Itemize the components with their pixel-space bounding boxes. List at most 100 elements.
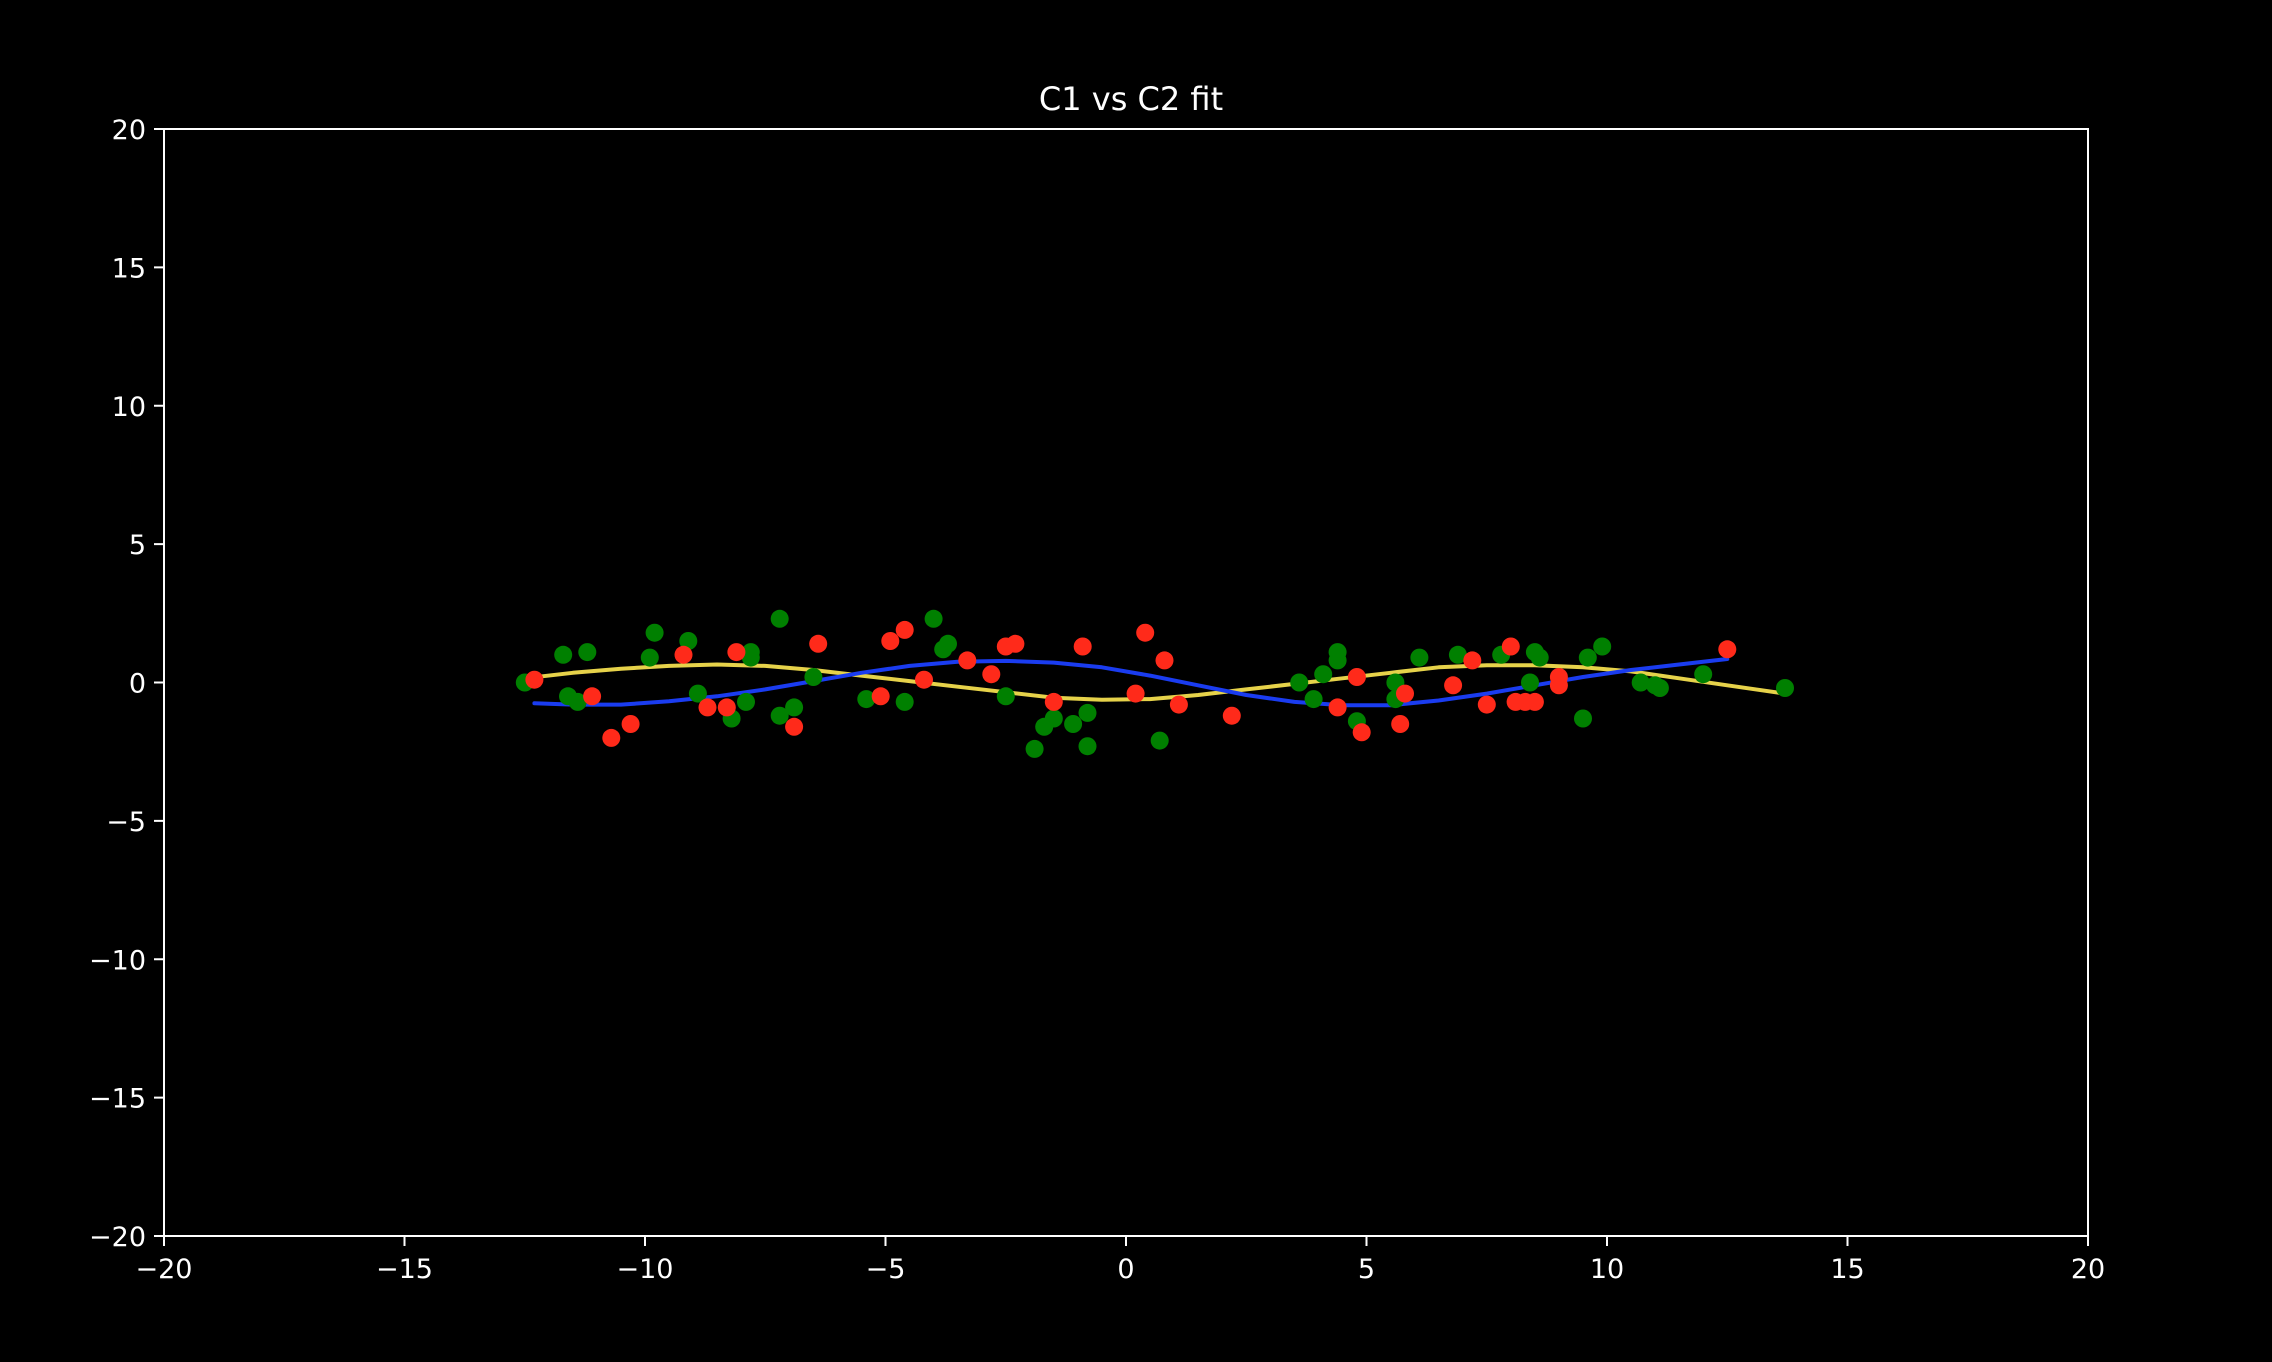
scatter-point xyxy=(1064,715,1083,733)
scatter-point xyxy=(1347,668,1366,686)
scatter-point xyxy=(804,668,823,686)
scatter-point xyxy=(1304,690,1323,709)
scatter-point xyxy=(741,648,760,667)
scatter-point xyxy=(1578,648,1597,667)
scatter-point xyxy=(1631,673,1650,692)
scatter-point xyxy=(640,648,659,667)
scatter-point xyxy=(871,687,890,706)
scatter-point xyxy=(785,717,804,736)
scatter-point xyxy=(1574,709,1592,728)
scatter-point xyxy=(982,665,1001,684)
scatter-point xyxy=(939,634,957,653)
scatter-point xyxy=(1718,640,1737,659)
x-tick-label: −5 xyxy=(866,1254,906,1285)
scatter-point xyxy=(770,609,789,628)
scatter-point xyxy=(1078,703,1097,722)
scatter-point xyxy=(698,698,717,717)
chart-title: C1 vs C2 fit xyxy=(1039,80,1223,118)
scatter-point xyxy=(881,632,900,650)
scatter-point xyxy=(1776,679,1794,697)
x-tick-label: 15 xyxy=(1830,1254,1864,1285)
scatter-point xyxy=(785,698,804,717)
scatter-point xyxy=(1650,679,1669,697)
scatter-point xyxy=(1521,673,1539,692)
scatter-point xyxy=(1525,692,1544,711)
scatter-point xyxy=(857,690,876,709)
scatter-point xyxy=(770,706,789,725)
scatter-point xyxy=(1150,731,1169,750)
scatter-point xyxy=(727,643,746,662)
scatter-point xyxy=(895,692,914,711)
scatter-point xyxy=(1396,684,1414,703)
scatter-point xyxy=(1352,723,1371,742)
scatter-point xyxy=(1155,651,1174,670)
y-tick-label: −5 xyxy=(106,807,146,838)
scatter-point xyxy=(958,651,977,670)
y-tick-label: −20 xyxy=(89,1222,146,1253)
x-tick-label: −20 xyxy=(136,1254,193,1285)
scatter-point xyxy=(1694,665,1713,684)
scatter-point xyxy=(1290,673,1309,692)
scatter-point xyxy=(717,698,736,717)
scatter-point xyxy=(1126,684,1145,703)
scatter-point xyxy=(1593,637,1612,656)
scatter-point xyxy=(679,632,698,650)
scatter-point xyxy=(737,692,755,711)
scatter-point xyxy=(915,670,933,689)
scatter-point xyxy=(1391,715,1410,733)
y-axis: −20 −15 −10 −5 0 5 10 15 20 xyxy=(89,115,164,1253)
scatter-point xyxy=(1328,643,1347,662)
scatter-point xyxy=(1222,706,1241,725)
x-tick-label: 0 xyxy=(1117,1254,1134,1285)
x-tick-label: 5 xyxy=(1358,1254,1375,1285)
scatter-point xyxy=(1410,648,1429,667)
x-tick-label: 20 xyxy=(2071,1254,2105,1285)
scatter-point xyxy=(1136,623,1155,642)
scatter-point xyxy=(809,634,828,653)
scatter-point xyxy=(1025,739,1044,758)
series-layer xyxy=(515,609,1794,758)
scatter-point xyxy=(578,643,597,662)
scatter-point xyxy=(1006,634,1025,653)
scatter-point xyxy=(674,645,693,664)
x-axis: −20 −15 −10 −5 0 5 10 15 20 xyxy=(136,1236,2105,1285)
scatter-point xyxy=(602,728,621,747)
scatter-point xyxy=(924,609,943,628)
y-tick-label: 0 xyxy=(129,669,146,700)
scatter-point xyxy=(1530,648,1549,667)
y-tick-label: 10 xyxy=(112,392,146,423)
scatter-point xyxy=(1314,665,1333,684)
y-tick-label: −10 xyxy=(89,945,146,976)
scatter-point xyxy=(1448,645,1467,664)
x-tick-label: 10 xyxy=(1590,1254,1624,1285)
scatter-point xyxy=(1477,695,1496,714)
y-tick-label: 20 xyxy=(112,115,146,146)
scatter-point xyxy=(688,684,707,703)
scatter-point xyxy=(554,645,573,664)
scatter-point xyxy=(583,687,602,706)
scatter-point xyxy=(1169,695,1188,714)
scatter-point xyxy=(996,687,1015,706)
scatter-point xyxy=(1501,637,1520,656)
x-tick-label: −10 xyxy=(617,1254,674,1285)
scatter-point xyxy=(1078,737,1097,756)
scatter-point xyxy=(1044,709,1063,728)
y-tick-label: −15 xyxy=(89,1084,146,1115)
scatter-point xyxy=(1073,637,1092,656)
scatter-point xyxy=(621,715,640,733)
scatter-point xyxy=(645,623,664,642)
scatter-point xyxy=(1463,651,1482,670)
scatter-point xyxy=(1444,676,1463,695)
scatter-point xyxy=(1549,676,1568,695)
y-tick-label: 5 xyxy=(129,530,146,561)
fit-line-2 xyxy=(522,662,1787,702)
scatter-point xyxy=(1044,692,1063,711)
x-tick-label: −15 xyxy=(376,1254,433,1285)
y-tick-label: 15 xyxy=(112,253,146,284)
scatter-point xyxy=(525,670,544,689)
scatter-point xyxy=(895,620,914,639)
scatter-point xyxy=(1328,698,1347,717)
scatter-point xyxy=(568,692,587,711)
